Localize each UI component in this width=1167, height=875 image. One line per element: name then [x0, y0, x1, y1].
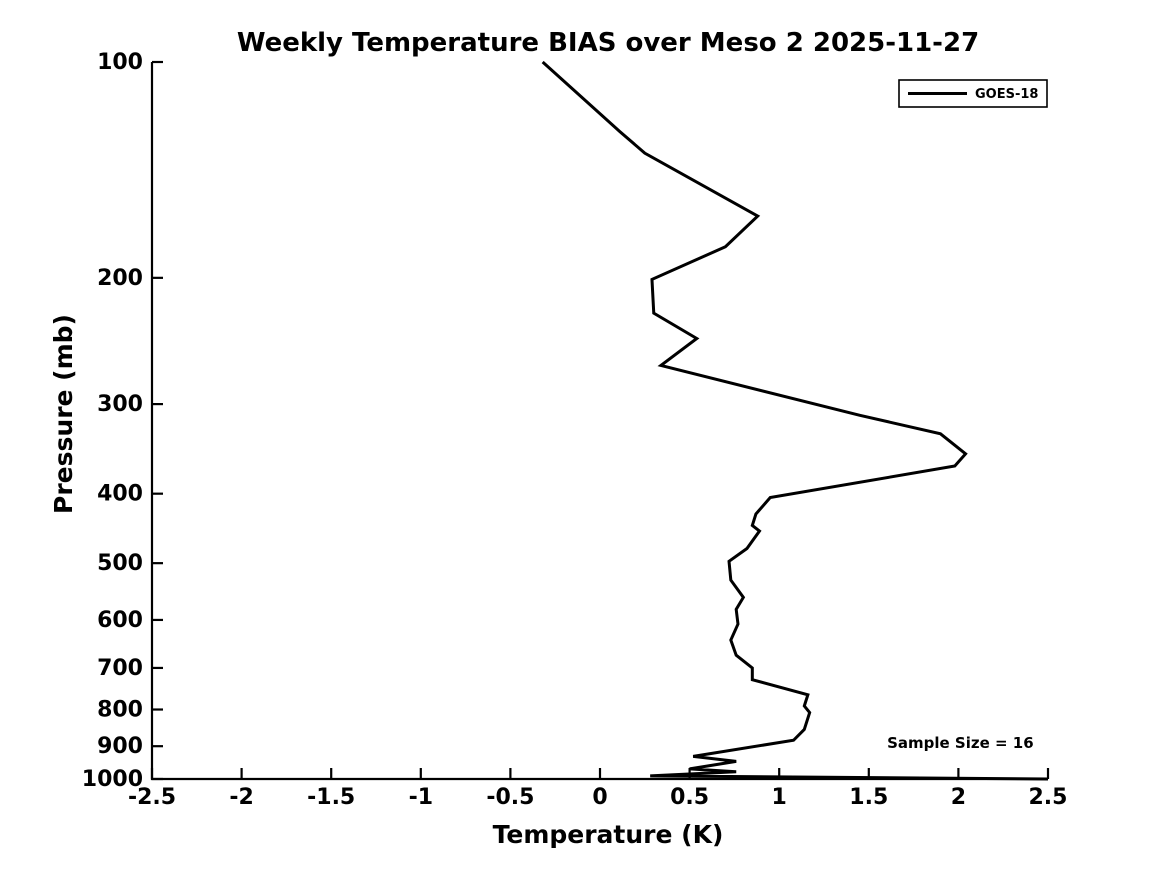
y-tick-label: 200 — [97, 266, 143, 291]
x-axis-label: Temperature (K) — [493, 820, 724, 849]
x-tick-label: 0.5 — [670, 785, 709, 810]
x-tick-label: -1 — [409, 785, 433, 810]
x-tick-label: 1.5 — [849, 785, 888, 810]
y-tick-label: 700 — [97, 656, 143, 681]
y-tick-label: 800 — [97, 698, 143, 723]
x-tick-label: -0.5 — [486, 785, 534, 810]
x-tick-label: 1 — [772, 785, 787, 810]
y-tick-label: 1000 — [82, 767, 143, 792]
y-tick-label: 300 — [97, 392, 143, 417]
chart-title: Weekly Temperature BIAS over Meso 2 2025… — [237, 28, 979, 58]
y-tick-label: 600 — [97, 608, 143, 633]
series-group — [541, 60, 1049, 781]
y-axis-ticks: 100 200 300 400 500 600 700 800 900 1000 — [82, 50, 163, 792]
series-line-goes-18 — [541, 60, 1049, 781]
chart-legend[interactable]: GOES-18 — [898, 79, 1048, 108]
x-tick-label: 0 — [592, 785, 607, 810]
y-tick-label: 900 — [97, 734, 143, 759]
x-tick-label: 2 — [951, 785, 966, 810]
y-tick-label: 500 — [97, 551, 143, 576]
x-tick-label: -1.5 — [307, 785, 355, 810]
y-tick-label: 100 — [97, 50, 143, 75]
y-axis-label: Pressure (mb) — [49, 314, 78, 514]
x-tick-label: 2.5 — [1029, 785, 1068, 810]
x-tick-label: -2 — [229, 785, 253, 810]
axis-frame — [150, 62, 1048, 781]
x-tick-label: -2.5 — [128, 785, 176, 810]
sample-size-annotation: Sample Size = 16 — [887, 734, 1034, 752]
y-tick-label: 400 — [97, 482, 143, 507]
legend-label-goes-18: GOES-18 — [975, 87, 1038, 102]
x-axis-ticks: -2.5 -2 -1.5 -1 -0.5 0 0.5 1 1.5 2 2.5 — [128, 768, 1068, 810]
annotations-group: Sample Size = 16 — [887, 734, 1034, 752]
